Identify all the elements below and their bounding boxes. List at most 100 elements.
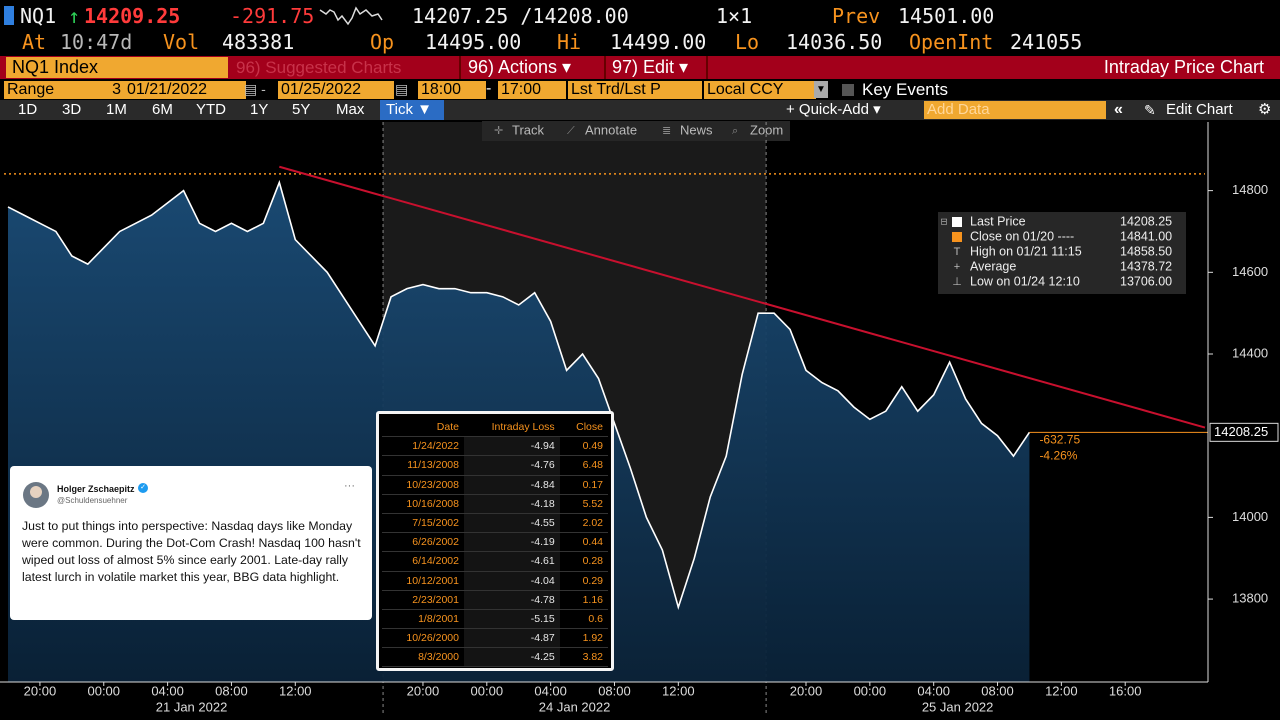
y-tick-label: 14600 [1232, 264, 1268, 279]
table-cell: 0.44 [559, 532, 608, 553]
y-tick-label: 14400 [1232, 345, 1268, 360]
legend-label: Average [970, 259, 1016, 273]
y-tick-label: 13800 [1232, 591, 1268, 606]
period-tab[interactable]: 5Y [292, 101, 311, 118]
pencil-icon[interactable]: ✎ [1144, 102, 1156, 118]
collapse[interactable]: « [1114, 101, 1123, 118]
range-end[interactable]: 01/25/2022 [278, 81, 394, 99]
legend-symbol: ⊥ [952, 276, 962, 288]
table-cell: 6.48 [559, 455, 608, 476]
table-cell: -4.55 [463, 513, 560, 534]
table-cell: 1/24/2022 [382, 436, 464, 457]
price-field[interactable]: Lst Trd/Lst P [568, 81, 702, 99]
tool-button[interactable]: Zoom [750, 122, 783, 137]
legend-collapse: ⊟ [940, 216, 948, 226]
dash: - [486, 80, 492, 97]
ticker-marker [4, 6, 14, 25]
more-menu[interactable]: ··· [344, 480, 355, 492]
table-row: 8/3/2000 -4.25 3.82 [382, 647, 608, 668]
y-tick-label: 14800 [1232, 182, 1268, 197]
volume-label: Vol [163, 30, 200, 54]
table-cell: 6/14/2002 [382, 551, 464, 572]
period-tab[interactable]: 3D [62, 101, 82, 118]
table-row: 6/14/2002 -4.61 0.28 [382, 551, 608, 572]
security-field[interactable]: NQ1 Index [6, 57, 228, 78]
period-tab[interactable]: Max [336, 101, 365, 118]
quick-add[interactable]: + Quick-Add ▾ [786, 101, 881, 118]
open-interest-label: OpenInt [909, 30, 994, 54]
range-start[interactable]: 01/21/2022 [124, 81, 246, 99]
legend-swatch [952, 232, 962, 242]
legend-box [938, 212, 1186, 294]
table-cell: 6/26/2002 [382, 532, 464, 553]
x-group-label: 24 Jan 2022 [539, 699, 611, 714]
table-row: 10/16/2008 -4.18 5.52 [382, 494, 608, 514]
start-time[interactable]: 18:00 [418, 81, 486, 99]
edit-menu[interactable]: 97) Edit ▾ [612, 57, 689, 77]
table-row: 10/12/2001 -4.04 0.29 [382, 571, 608, 591]
period-tab[interactable]: 1D [18, 101, 38, 118]
suggested-charts[interactable]: 96) Suggested Charts [236, 58, 402, 77]
legend-label: High on 01/21 11:15 [970, 244, 1082, 258]
table-cell: 0.28 [559, 551, 608, 572]
x-group-label: 25 Jan 2022 [922, 699, 994, 714]
legend-value: 14378.72 [1120, 259, 1172, 273]
change-label: -632.75 [1039, 433, 1080, 447]
range-bar: Range 3 01/21/2022 ▤ - 01/25/2022 ▤ 18:0… [0, 80, 1280, 100]
separator [706, 56, 708, 79]
screen-title: Intraday Price Chart [1103, 57, 1264, 77]
legend-value: 14858.50 [1120, 244, 1172, 258]
tool-button[interactable]: Track [512, 122, 545, 137]
table-row: 11/13/2008 -4.76 6.48 [382, 455, 608, 476]
time-label: At [22, 30, 47, 54]
price-line [7, 179, 1031, 611]
prev-value: 14501.00 [898, 4, 995, 28]
low-label: Lo [735, 30, 760, 54]
table-row: 6/26/2002 -4.19 0.44 [382, 532, 608, 553]
tool-button[interactable]: News [680, 122, 713, 137]
range-period[interactable]: 3 [72, 81, 124, 99]
period-tab[interactable]: YTD [196, 101, 226, 118]
period-tab[interactable]: Tick ▼ [380, 100, 444, 120]
tweet-text: Just to put things into perspective: Nas… [22, 519, 361, 584]
calendar-icon[interactable]: ▤ - [244, 81, 266, 97]
x-tick-label: 04:00 [917, 683, 950, 698]
table-cell: -4.18 [463, 494, 560, 514]
table-cell: -4.19 [463, 532, 560, 553]
checkbox[interactable] [842, 84, 854, 96]
x-group-label: 21 Jan 2022 [156, 699, 228, 714]
tab-bar: 1D 3D 1M 6M YTD 1Y 5Y Max Tick ▼ + Quick-Add ▾ A… [0, 100, 1280, 120]
tool-button[interactable]: Annotate [585, 122, 637, 137]
currency[interactable]: Local CCY [704, 81, 816, 99]
end-time[interactable]: 17:00 [498, 81, 566, 99]
column-header: Close [559, 418, 608, 438]
tools-bar [482, 121, 790, 141]
net-change: -291.75 [230, 4, 315, 28]
key-events[interactable]: Key Events [862, 80, 948, 99]
edit-chart[interactable]: Edit Chart [1166, 101, 1233, 118]
time-value: 10:47d [60, 30, 133, 54]
table-cell: -4.78 [463, 590, 560, 610]
low-value: 14036.50 [786, 30, 883, 54]
period-tab[interactable]: 6M [152, 101, 173, 118]
avatar [23, 482, 49, 508]
period-tab[interactable]: 1M [106, 101, 127, 118]
table-row: 1/8/2001 -5.15 0.6 [382, 609, 608, 630]
table: Date Intraday Loss Close 1/24/2022 -4.94 0.49… [382, 418, 608, 668]
table-cell: 1.16 [559, 590, 608, 610]
x-tick-label: 20:00 [790, 683, 823, 698]
period-tab[interactable]: 1Y [250, 101, 269, 118]
last-price-label: 14208.25 [1214, 424, 1268, 439]
table-cell: 10/23/2008 [382, 475, 464, 495]
tweet-card: Holger Zschaepitz ✓ @Schuldensuehner ···… [10, 466, 372, 620]
table-row: 7/15/2002 -4.55 2.02 [382, 513, 608, 534]
actions-menu[interactable]: 96) Actions ▾ [468, 57, 572, 77]
dropdown[interactable]: ▼ [814, 81, 828, 98]
table-cell: 0.17 [559, 475, 608, 495]
verified-badge: ✓ [138, 483, 148, 493]
calendar-icon[interactable]: ▤ [395, 81, 409, 97]
x-tick-label: 08:00 [598, 683, 631, 698]
add-data[interactable]: Add Data [924, 101, 1106, 119]
settings-icon[interactable]: ⚙ [1258, 101, 1272, 118]
